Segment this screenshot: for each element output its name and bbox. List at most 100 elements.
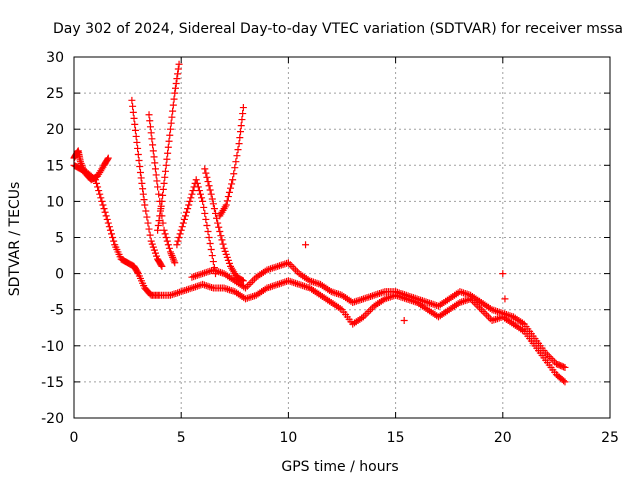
data-point [200, 203, 208, 211]
data-point [199, 197, 207, 205]
data-point [159, 219, 167, 227]
data-point [166, 131, 174, 139]
data-point [97, 194, 105, 202]
data-point [135, 156, 143, 164]
data-point [239, 110, 247, 118]
data-point [98, 197, 106, 205]
data-point [185, 201, 193, 209]
series-arc-c [154, 60, 183, 234]
data-point [147, 237, 155, 245]
data-point [203, 221, 211, 229]
y-tick-label: -10 [41, 339, 64, 355]
x-tick-label: 0 [70, 430, 79, 446]
data-point [501, 295, 509, 303]
data-point [217, 232, 225, 240]
data-point [131, 126, 139, 134]
data-point [149, 141, 157, 149]
data-point [216, 227, 224, 235]
data-point [171, 84, 179, 92]
data-point [151, 249, 159, 257]
data-point [225, 259, 233, 267]
data-point [215, 223, 223, 231]
x-tick-label: 15 [387, 430, 405, 446]
data-point [161, 167, 169, 175]
data-point [179, 219, 187, 227]
data-point [193, 179, 201, 187]
data-point [170, 95, 178, 103]
data-point [560, 377, 568, 385]
data-point [209, 258, 217, 266]
y-tick-label: 15 [46, 158, 64, 174]
data-point [150, 246, 158, 254]
y-tick-label: 5 [55, 231, 64, 247]
data-point [237, 128, 245, 136]
data-point [163, 155, 171, 163]
data-point [160, 179, 168, 187]
data-point [156, 207, 164, 215]
data-point [138, 179, 146, 187]
y-tick-label: 20 [46, 122, 64, 138]
data-point [152, 171, 160, 179]
data-point [210, 205, 218, 213]
data-point [149, 243, 157, 251]
data-point [180, 215, 188, 223]
data-point [96, 190, 104, 198]
data-point [560, 363, 568, 371]
data-point [196, 190, 204, 198]
data-point [156, 212, 164, 220]
data-point [146, 123, 154, 131]
y-tick-label: -15 [41, 375, 64, 391]
data-point [171, 259, 179, 267]
data-point [95, 187, 103, 195]
data-point [209, 200, 217, 208]
data-point [145, 225, 153, 233]
data-point [154, 226, 162, 234]
x-axis-label: GPS time / hours [281, 459, 398, 475]
data-point [561, 363, 569, 371]
data-point [206, 186, 214, 194]
data-point [203, 173, 211, 181]
y-tick-label: 10 [46, 194, 64, 210]
data-point [181, 212, 189, 220]
data-point [189, 187, 197, 195]
data-point [136, 169, 144, 177]
data-point [150, 153, 158, 161]
data-point [167, 119, 175, 127]
data-point [134, 144, 142, 152]
data-point [205, 182, 213, 190]
data-point [231, 164, 239, 172]
data-point [163, 237, 171, 245]
data-point [148, 135, 156, 143]
data-point [104, 155, 112, 163]
data-point [147, 129, 155, 137]
data-point [188, 190, 196, 198]
data-point [110, 237, 118, 245]
data-point [151, 165, 159, 173]
data-point [137, 174, 145, 182]
data-point [204, 178, 212, 186]
data-point [194, 183, 202, 191]
data-point [184, 205, 192, 213]
series-arc-d [173, 176, 220, 278]
data-point [162, 234, 170, 241]
data-point [192, 176, 200, 184]
x-tick-label: 25 [601, 430, 619, 446]
chart-title: Day 302 of 2024, Sidereal Day-to-day VTE… [53, 21, 623, 37]
data-point [108, 230, 116, 238]
series-outliers [302, 241, 509, 325]
data-point [162, 161, 170, 169]
data-point [157, 261, 165, 269]
series-early-spike [70, 147, 112, 184]
data-point [201, 165, 209, 173]
grid [74, 57, 610, 418]
data-point [232, 158, 240, 166]
data-point [499, 270, 507, 278]
data-point [104, 219, 112, 227]
data-point [228, 180, 236, 188]
y-tick-label: -5 [50, 303, 64, 319]
data-point [165, 244, 173, 252]
data-point [207, 190, 215, 198]
data-point [145, 111, 153, 119]
data-point [129, 108, 137, 116]
data-point [169, 107, 177, 115]
